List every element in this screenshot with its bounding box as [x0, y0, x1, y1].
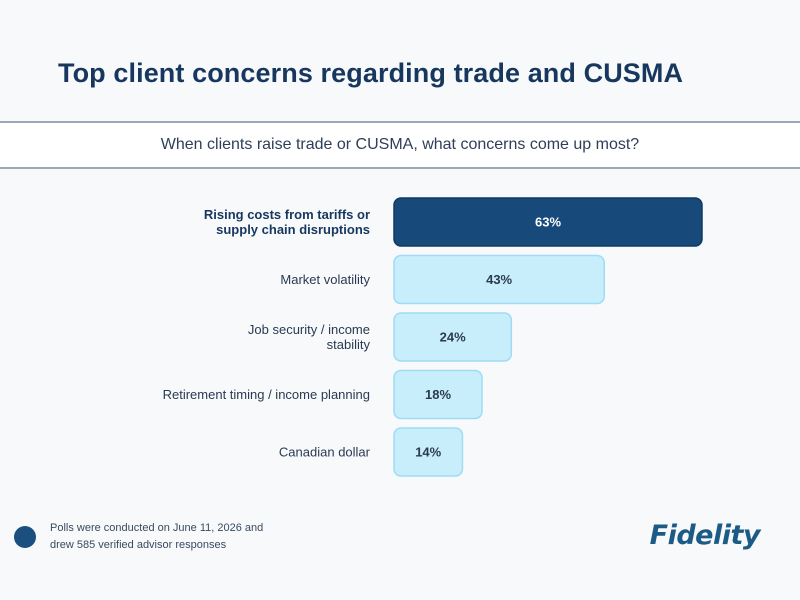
page-title: Top client concerns regarding trade and … — [58, 58, 684, 88]
value-label-3: 18% — [425, 387, 451, 402]
category-label-1: Market volatility — [280, 272, 370, 287]
category-label-3-line-0: Retirement timing / income planning — [163, 387, 370, 402]
value-label-4: 14% — [415, 445, 441, 460]
category-label-3: Retirement timing / income planning — [163, 387, 370, 402]
footnote-line-2: drew 585 verified advisor responses — [50, 539, 227, 551]
category-label-4: Canadian dollar — [279, 445, 371, 460]
category-label-0-line-0: Rising costs from tariffs or — [204, 207, 370, 222]
value-label-2: 24% — [440, 330, 466, 345]
footnote-line-1: Polls were conducted on June 11, 2026 an… — [50, 522, 264, 534]
category-label-2: Job security / income stability — [248, 322, 371, 352]
bullet-dot — [14, 526, 36, 548]
subtitle-band: When clients raise trade or CUSMA, what … — [0, 121, 800, 169]
category-label-2-line-0: Job security / income — [248, 322, 370, 337]
bar-3 — [393, 369, 483, 420]
category-label-2-line-1: stability — [327, 337, 371, 352]
value-label-0: 63% — [535, 215, 561, 230]
footnote: Polls were conducted on June 11, 2026 an… — [14, 520, 320, 554]
bar-2 — [393, 312, 513, 362]
bar-1 — [393, 254, 605, 305]
category-label-0: Rising costs from tariffs or supply chain… — [204, 207, 370, 237]
bar-0 — [393, 197, 703, 247]
category-label-1-line-0: Market volatility — [280, 272, 370, 287]
fidelity-logo: Fidelity — [649, 520, 761, 551]
category-label-4-line-0: Canadian dollar — [279, 445, 371, 460]
footnote-text: Polls were conducted on June 11, 2026 an… — [50, 520, 320, 554]
bar-4 — [393, 427, 464, 477]
category-label-0-line-1: supply chain disruptions — [216, 222, 370, 237]
value-label-1: 43% — [486, 272, 512, 287]
chart-subtitle: When clients raise trade or CUSMA, what … — [160, 136, 640, 153]
